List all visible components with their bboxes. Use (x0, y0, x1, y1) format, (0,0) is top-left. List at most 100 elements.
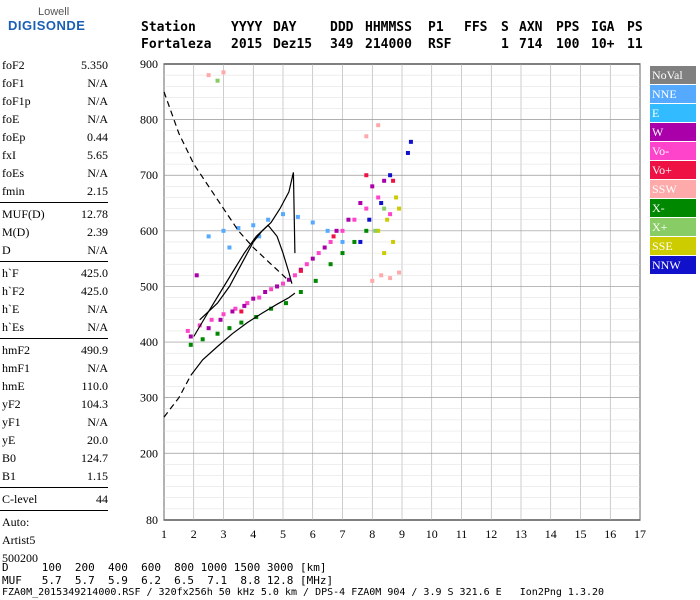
legend-item-vo-: Vo+ (650, 161, 696, 179)
param-separator (0, 261, 108, 262)
param-row-foe: foE N/A (0, 110, 112, 128)
y-tick-label: 300 (140, 391, 158, 405)
param-label: foF1 (2, 76, 25, 90)
point-x (328, 262, 333, 267)
param-value: 104.3 (81, 397, 108, 411)
point-nne (266, 217, 271, 222)
point-vo (304, 262, 309, 267)
header-label-axn: AXN (519, 20, 543, 35)
param-value: N/A (87, 415, 108, 429)
point-nne (295, 214, 300, 219)
param-row-hes: h`Es N/A (0, 318, 112, 336)
header-value-hhmmss: 214000 (365, 37, 412, 52)
point-ssw (206, 73, 211, 78)
point-ssw (379, 273, 384, 278)
param-label: MUF(D) (2, 207, 45, 221)
point-ssw (370, 278, 375, 283)
header-value-ps: 11 (627, 37, 643, 52)
x-tick-label: 11 (456, 527, 468, 541)
point-x (239, 320, 244, 325)
param-value: 1.15 (87, 469, 108, 483)
point-x (215, 331, 220, 336)
point-nnw (405, 150, 410, 155)
legend-label: W (652, 125, 664, 139)
point-nne (325, 228, 330, 233)
point-w (188, 334, 193, 339)
param-row-he: h`E N/A (0, 300, 112, 318)
param-label: yF2 (2, 397, 21, 411)
point-w (370, 184, 375, 189)
legend-label: SSE (652, 239, 673, 253)
legend-item-vo-: Vo- (650, 142, 696, 160)
header-value-pps: 100 (556, 37, 580, 52)
point-w (322, 245, 327, 250)
point-w (358, 201, 363, 206)
point-vo (292, 273, 297, 278)
legend-label: Vo- (652, 144, 670, 158)
param-row-hme: hmE 110.0 (0, 377, 112, 395)
point-nne (281, 212, 285, 217)
param-value: N/A (87, 302, 108, 316)
point-ssw (364, 134, 369, 139)
point-ssw (397, 270, 402, 275)
point-sse (397, 206, 402, 211)
point-nne (227, 245, 232, 250)
param-row-mufd: MUF(D) 12.78 (0, 205, 112, 223)
x-tick-label: 15 (575, 527, 587, 541)
param-row-d: D N/A (0, 241, 112, 259)
parameter-panel: foF2 5.350 foF1 N/A foF1p N/A foE N/A foEp 0.44 fx… (0, 56, 112, 567)
point-ssw (221, 70, 226, 75)
header-label-station: Station (141, 20, 196, 35)
legend-item-nne: NNE (650, 85, 696, 103)
x-tick-label: 2 (191, 527, 197, 541)
param-label: foEp (2, 130, 26, 144)
trace-line-dashed (163, 91, 290, 282)
y-tick-label: 400 (140, 335, 158, 349)
param-row-fof2: foF2 5.350 (0, 56, 112, 74)
trace-line-solid (190, 292, 296, 376)
point-nne (257, 234, 262, 239)
param-value: 490.9 (81, 343, 108, 357)
legend-item-ssw: SSW (650, 180, 696, 198)
x-tick-label: 14 (545, 527, 557, 541)
point-x (227, 326, 232, 331)
param-value: 110.0 (81, 379, 108, 393)
param-value: N/A (87, 243, 108, 257)
point-w (310, 256, 315, 261)
point-w (242, 303, 247, 308)
header-label-ffs: FFS (464, 20, 488, 35)
point-w (263, 290, 268, 294)
y-tick-label: 80 (146, 513, 158, 527)
x-tick-label: 7 (340, 527, 346, 541)
point-x (313, 278, 318, 283)
param-value: 20.0 (87, 433, 108, 447)
legend-item-w: W (650, 123, 696, 141)
point-sse (382, 251, 387, 256)
param-separator (0, 510, 108, 511)
point-sse (376, 228, 381, 233)
point-nne (251, 223, 256, 228)
header-label-iga: IGA (591, 20, 615, 35)
header-label-year: YYYY (231, 20, 263, 35)
point-nnw (388, 173, 393, 178)
point-vo (245, 301, 250, 306)
point-x (373, 228, 378, 233)
param-label: C-level (2, 492, 38, 506)
param-row-clevel: C-level 44 (0, 490, 112, 508)
header-label-day: DAY (273, 20, 297, 35)
x-tick-label: 5 (280, 527, 286, 541)
point-vo (239, 309, 244, 314)
autoscaling-line: 500200 (0, 549, 112, 567)
legend-item-x-: X- (650, 199, 696, 217)
param-value: 0.44 (87, 130, 108, 144)
legend-label: X- (652, 201, 665, 215)
point-vo (331, 234, 336, 239)
point-x (340, 251, 345, 256)
x-tick-label: 3 (221, 527, 227, 541)
point-nnw (408, 139, 413, 144)
param-label: foEs (2, 166, 24, 180)
param-value: 425.0 (81, 284, 108, 298)
point-nne (221, 228, 226, 233)
logo-line1: Lowell (38, 6, 70, 18)
point-vo (391, 178, 396, 183)
